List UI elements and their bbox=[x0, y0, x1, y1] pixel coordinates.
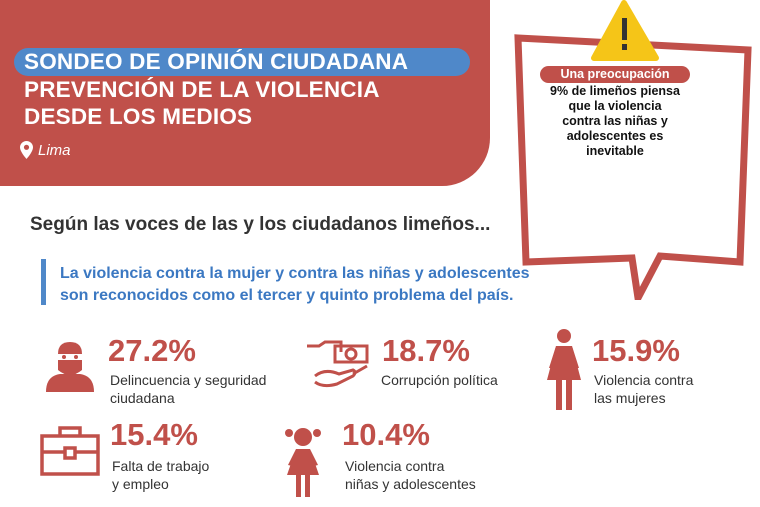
girl-icon bbox=[285, 428, 321, 497]
stat-label: Corrupción política bbox=[381, 371, 498, 389]
callout-line: 9% de limeños piensa bbox=[550, 84, 680, 98]
stat-label: Violencia contra niñas y adolescentes bbox=[345, 457, 476, 493]
title-line-1: SONDEO DE OPINIÓN CIUDADANA bbox=[24, 49, 409, 74]
callout-line: inevitable bbox=[586, 144, 644, 158]
stat-label-line: y empleo bbox=[112, 476, 169, 492]
woman-icon bbox=[547, 329, 581, 410]
stat-value: 15.4% bbox=[110, 417, 198, 452]
lead-line-2: son reconocidos como el tercer y quinto … bbox=[60, 287, 514, 304]
thief-icon bbox=[46, 342, 94, 392]
speech-bubble bbox=[514, 0, 752, 300]
callout-line: adolescentes es bbox=[566, 129, 664, 143]
stat-value: 27.2% bbox=[108, 333, 196, 368]
stat-value: 10.4% bbox=[342, 417, 430, 452]
stat-label: Delincuencia y seguridad ciudadana bbox=[110, 371, 266, 407]
callout-badge: Una preocupación bbox=[540, 66, 690, 83]
stat-label-line: las mujeres bbox=[594, 390, 666, 406]
stat-value: 18.7% bbox=[382, 333, 470, 368]
stat-label: Violencia contra las mujeres bbox=[594, 371, 693, 407]
briefcase-icon bbox=[40, 426, 100, 476]
callout-text: 9% de limeños piensa que la violencia co… bbox=[530, 84, 700, 159]
title-highlight bbox=[14, 48, 470, 76]
callout-line: que la violencia bbox=[568, 99, 662, 113]
bribe-icon bbox=[307, 340, 369, 388]
warning-icon bbox=[591, 0, 659, 61]
stat-label-line: Violencia contra bbox=[594, 372, 694, 388]
callout-line: contra las niñas y bbox=[562, 114, 668, 128]
title-line-2: PREVENCIÓN DE LA VIOLENCIA bbox=[24, 77, 380, 102]
quote-bar bbox=[41, 259, 46, 305]
stat-value: 15.9% bbox=[592, 333, 680, 368]
title-line-3: DESDE LOS MEDIOS bbox=[24, 104, 253, 129]
stat-label: Falta de trabajo y empleo bbox=[112, 457, 209, 493]
stat-label-line: Corrupción política bbox=[381, 372, 498, 388]
location-pin-icon bbox=[20, 141, 33, 159]
lead-line-1: La violencia contra la mujer y contra la… bbox=[60, 265, 530, 282]
section-subtitle: Según las voces de las y los ciudadanos … bbox=[30, 214, 491, 235]
stat-label-line: niñas y adolescentes bbox=[345, 476, 476, 492]
stat-label-line: Falta de trabajo bbox=[112, 458, 210, 474]
stat-label-line: ciudadana bbox=[110, 390, 175, 406]
stat-label-line: Violencia contra bbox=[345, 458, 445, 474]
header-banner bbox=[0, 0, 490, 186]
stat-label-line: Delincuencia y seguridad bbox=[110, 372, 267, 388]
location-label: Lima bbox=[38, 142, 71, 159]
